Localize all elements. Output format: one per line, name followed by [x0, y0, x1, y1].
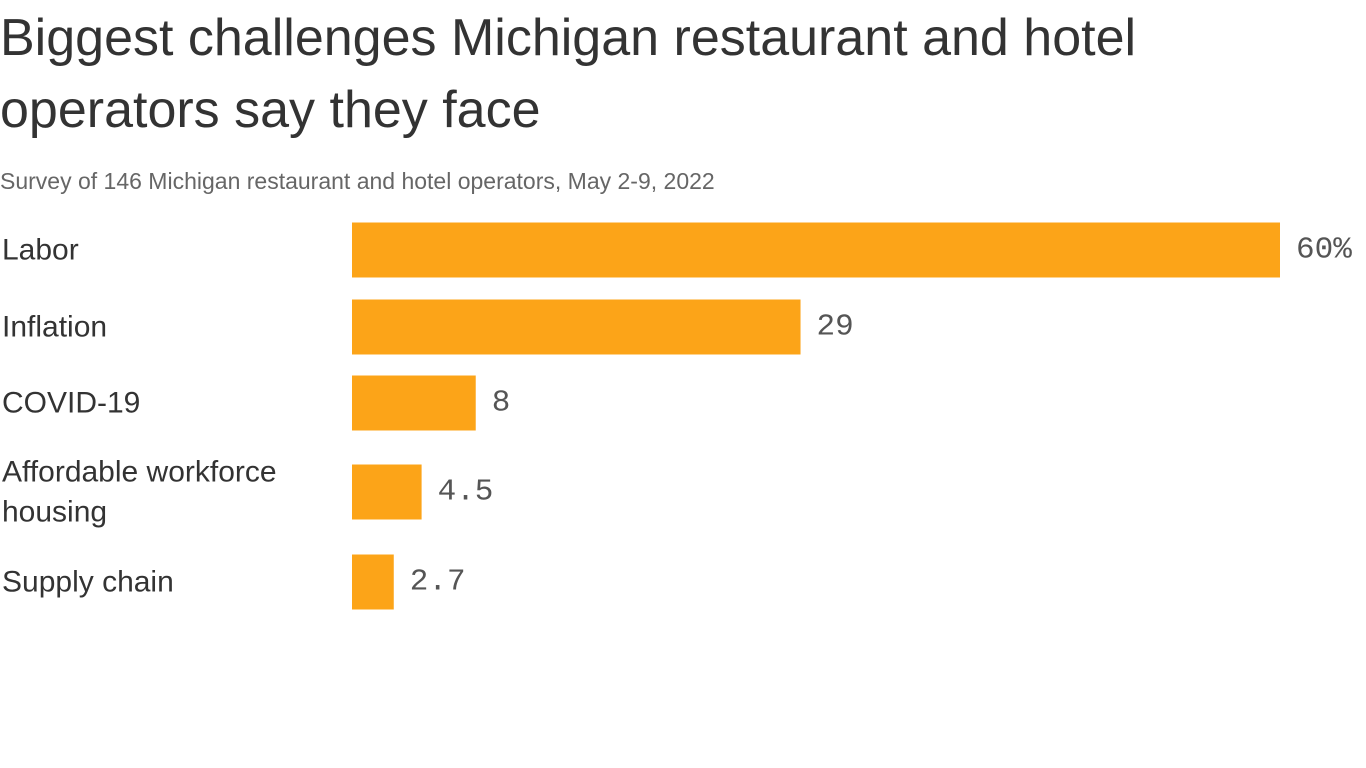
value-label-3: 4.5	[438, 475, 494, 510]
bar-0	[352, 222, 1280, 278]
value-label-4: 2.7	[410, 565, 466, 600]
chart-title: Biggest challenges Michigan restaurant a…	[0, 9, 1137, 139]
chart-subtitle: Survey of 146 Michigan restaurant and ho…	[0, 168, 715, 194]
value-label-1: 29	[817, 310, 854, 345]
category-label-3: Affordable workforce housing	[2, 456, 277, 529]
category-label-0: Labor	[2, 234, 79, 267]
category-label-2: COVID-19	[2, 387, 140, 420]
value-label-0: 60%	[1296, 233, 1352, 268]
bar-3	[352, 464, 422, 520]
bar-4	[352, 554, 394, 610]
value-label-2: 8	[492, 386, 511, 421]
category-label-1: Inflation	[2, 311, 107, 344]
bar-chart: Labor 60% Inflation 29 COVID-19 8 Affordable w…	[2, 222, 1352, 610]
bar-2	[352, 375, 476, 431]
category-label-4: Supply chain	[2, 566, 174, 599]
bar-1	[352, 299, 801, 355]
